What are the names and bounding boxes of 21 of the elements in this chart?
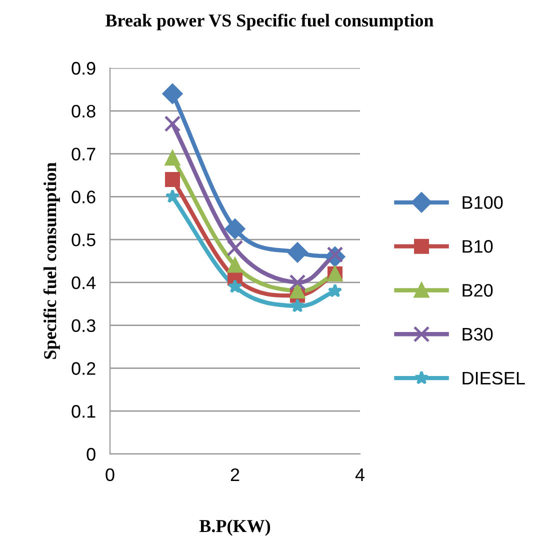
y-tick-label: 0.4 bbox=[72, 276, 96, 290]
y-tick-label: 0.2 bbox=[72, 362, 96, 375]
y-tick-label: 0.8 bbox=[72, 104, 96, 118]
x-axis-title: B.P(KW) bbox=[199, 519, 270, 536]
legend-label: B30 bbox=[462, 328, 493, 341]
y-tick-label: 0 bbox=[86, 448, 96, 461]
x-tick-label: 2 bbox=[230, 468, 240, 481]
y-tick-label: 0.6 bbox=[72, 190, 96, 204]
legend-label: B10 bbox=[462, 240, 493, 253]
chart-title: Break power VS Specific fuel consumption bbox=[106, 14, 434, 30]
y-tick-label: 0.9 bbox=[72, 62, 96, 75]
y-axis-title: Specific fuel consumption bbox=[43, 162, 60, 359]
x-tick-label: 4 bbox=[355, 468, 364, 481]
y-tick-label: 0.7 bbox=[72, 148, 96, 160]
y-tick-label: 0.3 bbox=[72, 319, 96, 332]
legend-label: B20 bbox=[462, 284, 493, 297]
x-tick-label: 0 bbox=[106, 468, 114, 482]
legend-label: DIESEL bbox=[462, 372, 525, 385]
y-tick-label: 0.1 bbox=[72, 405, 96, 418]
y-tick-label: 0.5 bbox=[72, 233, 96, 246]
legend-label: B100 bbox=[462, 196, 503, 209]
